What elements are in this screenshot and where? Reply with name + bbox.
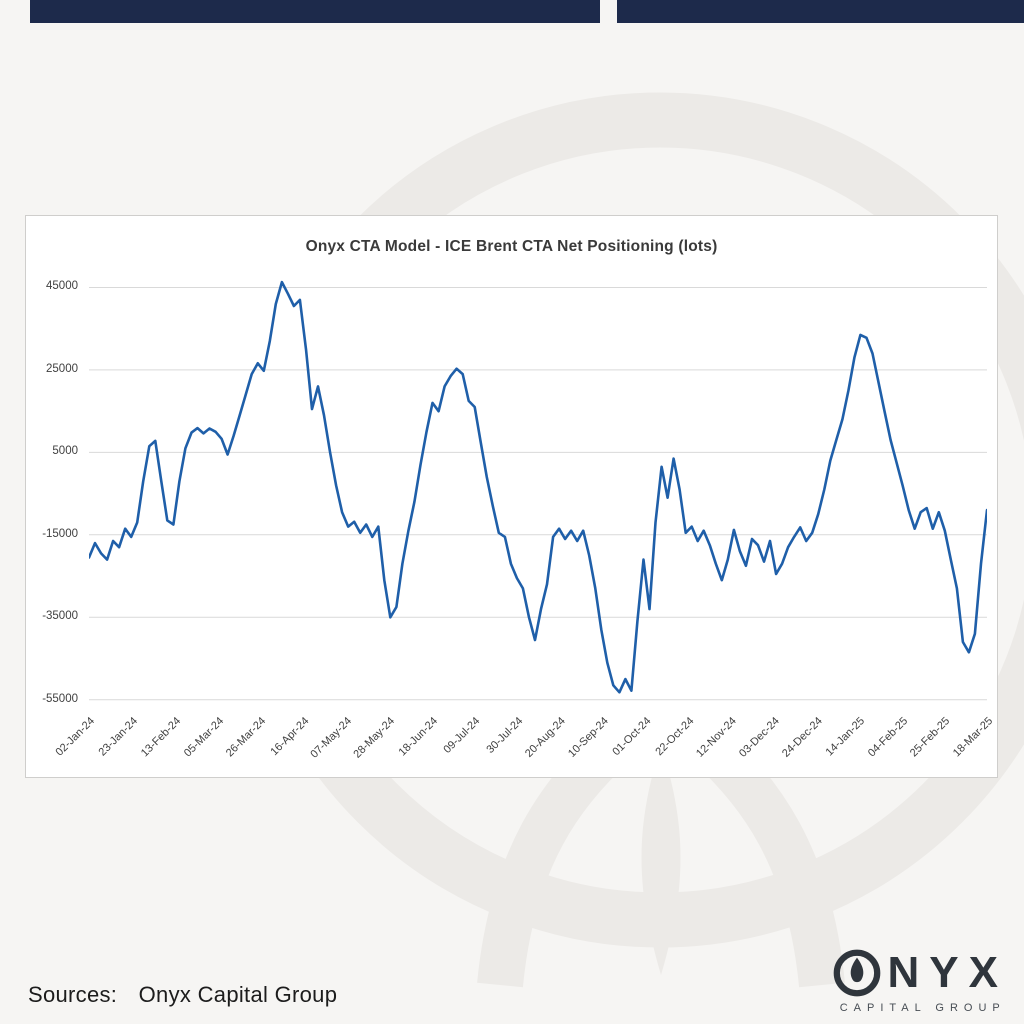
onyx-logo: NYX CAPITAL GROUP [832, 948, 1008, 1014]
x-tick-label: 01-Oct-24 [610, 715, 654, 759]
x-tick-label: 25-Feb-25 [908, 715, 953, 760]
x-tick-label: 18-Jun-24 [396, 715, 440, 759]
line-chart-canvas [87, 280, 989, 701]
x-tick-label: 20-Aug-24 [523, 715, 568, 760]
x-tick-label: 13-Feb-24 [138, 715, 183, 760]
onyx-logo-subtitle: CAPITAL GROUP [839, 1002, 1006, 1014]
onyx-logo-o-flame-icon [833, 949, 880, 997]
x-tick-label: 22-Oct-24 [653, 715, 697, 759]
x-tick-label: 09-Jul-24 [441, 715, 483, 756]
plot-area [87, 271, 989, 708]
x-tick-label: 16-Apr-24 [268, 715, 312, 759]
x-tick-label: 28-May-24 [351, 715, 397, 761]
chart-title: Onyx CTA Model - ICE Brent CTA Net Posit… [305, 238, 718, 255]
x-tick-label: 14-Jan-25 [823, 715, 868, 759]
y-tick-label: 45000 [46, 280, 78, 293]
footer-sources: Sources: Onyx Capital Group [28, 982, 337, 1008]
x-tick-label: 26-Mar-24 [224, 715, 269, 760]
x-tick-label: 03-Dec-24 [736, 715, 782, 760]
x-tick-label: 07-May-24 [308, 715, 355, 761]
sources-value: Onyx Capital Group [138, 982, 338, 1007]
x-tick-label: 10-Sep-24 [565, 715, 611, 760]
x-tick-label: 02-Jan-24 [53, 715, 98, 759]
x-tick-label: 05-Mar-24 [181, 715, 226, 760]
cta-net-positioning-line [87, 280, 989, 694]
x-tick-label: 23-Jan-24 [96, 715, 141, 759]
top-accent-bar-left [30, 0, 600, 23]
y-axis-labels: 45000 25000 5000 -15000 -35000 -55000 [26, 271, 84, 708]
onyx-logo-wordmark: NYX [832, 948, 1008, 998]
y-tick-label: 5000 [52, 445, 78, 458]
x-tick-label: 30-Jul-24 [484, 715, 526, 756]
onyx-logo-letters: NYX [887, 948, 1008, 997]
x-tick-label: 18-Mar-25 [951, 715, 996, 760]
y-tick-label: -35000 [42, 610, 78, 623]
x-axis-labels: 02-Jan-24 23-Jan-24 13-Feb-24 05-Mar-24 26-M… [54, 712, 996, 776]
chart-card: Onyx CTA Model - ICE Brent CTA Net Posit… [25, 215, 998, 778]
x-tick-label: 04-Feb-25 [865, 715, 910, 760]
top-accent-bar-right [617, 0, 1024, 23]
x-tick-label: 12-Nov-24 [694, 715, 739, 760]
x-tick-label: 24-Dec-24 [779, 715, 825, 760]
sources-label: Sources: [28, 982, 118, 1007]
y-tick-label: -15000 [42, 527, 78, 540]
y-tick-label: 25000 [46, 362, 78, 375]
y-tick-label: -55000 [42, 692, 78, 705]
